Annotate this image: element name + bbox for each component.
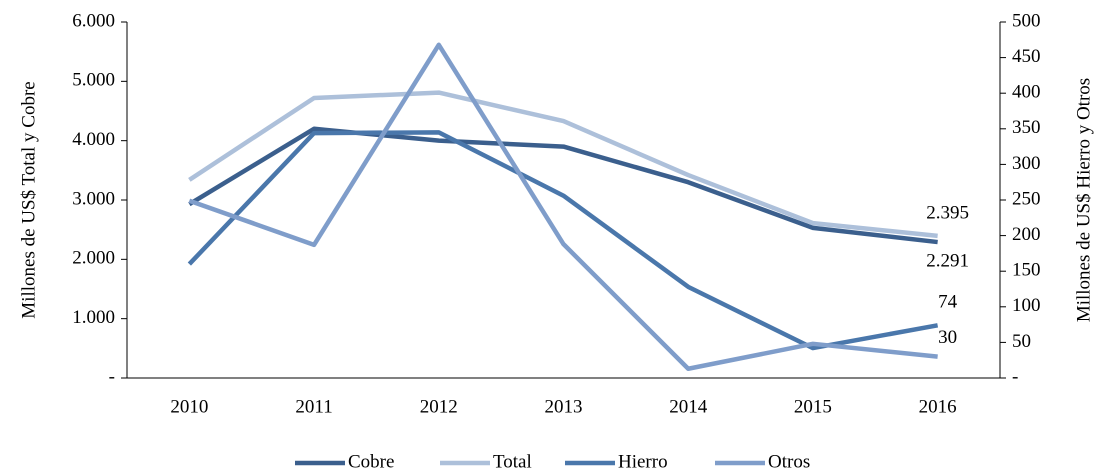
y2-tick-label: - [1012, 366, 1018, 387]
line-series [188, 90, 938, 239]
line-series [187, 130, 939, 351]
y-tick-label: 1.000 [72, 307, 115, 328]
y-tick-label: 3.000 [72, 188, 115, 209]
y2-tick-label: 200 [1012, 224, 1041, 245]
data-label: 2.291 [926, 250, 969, 271]
x-tick-label: 2013 [545, 396, 583, 417]
y2-tick-label: 250 [1012, 188, 1041, 209]
y-tick-label: 4.000 [72, 129, 115, 150]
x-tick-label: 2012 [420, 396, 458, 417]
y2-tick-label: 300 [1012, 153, 1041, 174]
line-series [188, 126, 938, 245]
y-tick-label: - [109, 366, 115, 387]
x-tick-label: 2011 [295, 396, 332, 417]
y-tick-label: 2.000 [72, 248, 115, 269]
y-tick-label: 5.000 [72, 70, 115, 91]
y-tick-label: 6.000 [72, 10, 115, 31]
legend-label: Cobre [348, 451, 394, 472]
legend-label: Total [493, 451, 532, 472]
line-series [188, 42, 938, 371]
x-tick-label: 2016 [919, 396, 957, 417]
x-tick-label: 2014 [669, 396, 708, 417]
legend-label: Hierro [618, 451, 668, 472]
y2-tick-label: 450 [1012, 46, 1041, 67]
y-axis-label: Millones de US$ Total y Cobre [18, 81, 39, 318]
y2-tick-label: 350 [1012, 117, 1041, 138]
y2-tick-label: 500 [1012, 10, 1041, 31]
x-tick-label: 2015 [794, 396, 832, 417]
y2-tick-label: 100 [1012, 295, 1041, 316]
y2-axis-label: Millones de US$ Hierro y Otros [1073, 78, 1094, 322]
y2-tick-label: 400 [1012, 82, 1041, 103]
y2-tick-label: 150 [1012, 260, 1041, 281]
data-label: 2.395 [926, 202, 969, 223]
legend-label: Otros [768, 451, 810, 472]
x-tick-label: 2010 [170, 396, 208, 417]
data-label: 74 [938, 292, 958, 313]
y2-tick-label: 50 [1012, 331, 1031, 352]
data-label: 30 [938, 327, 957, 348]
